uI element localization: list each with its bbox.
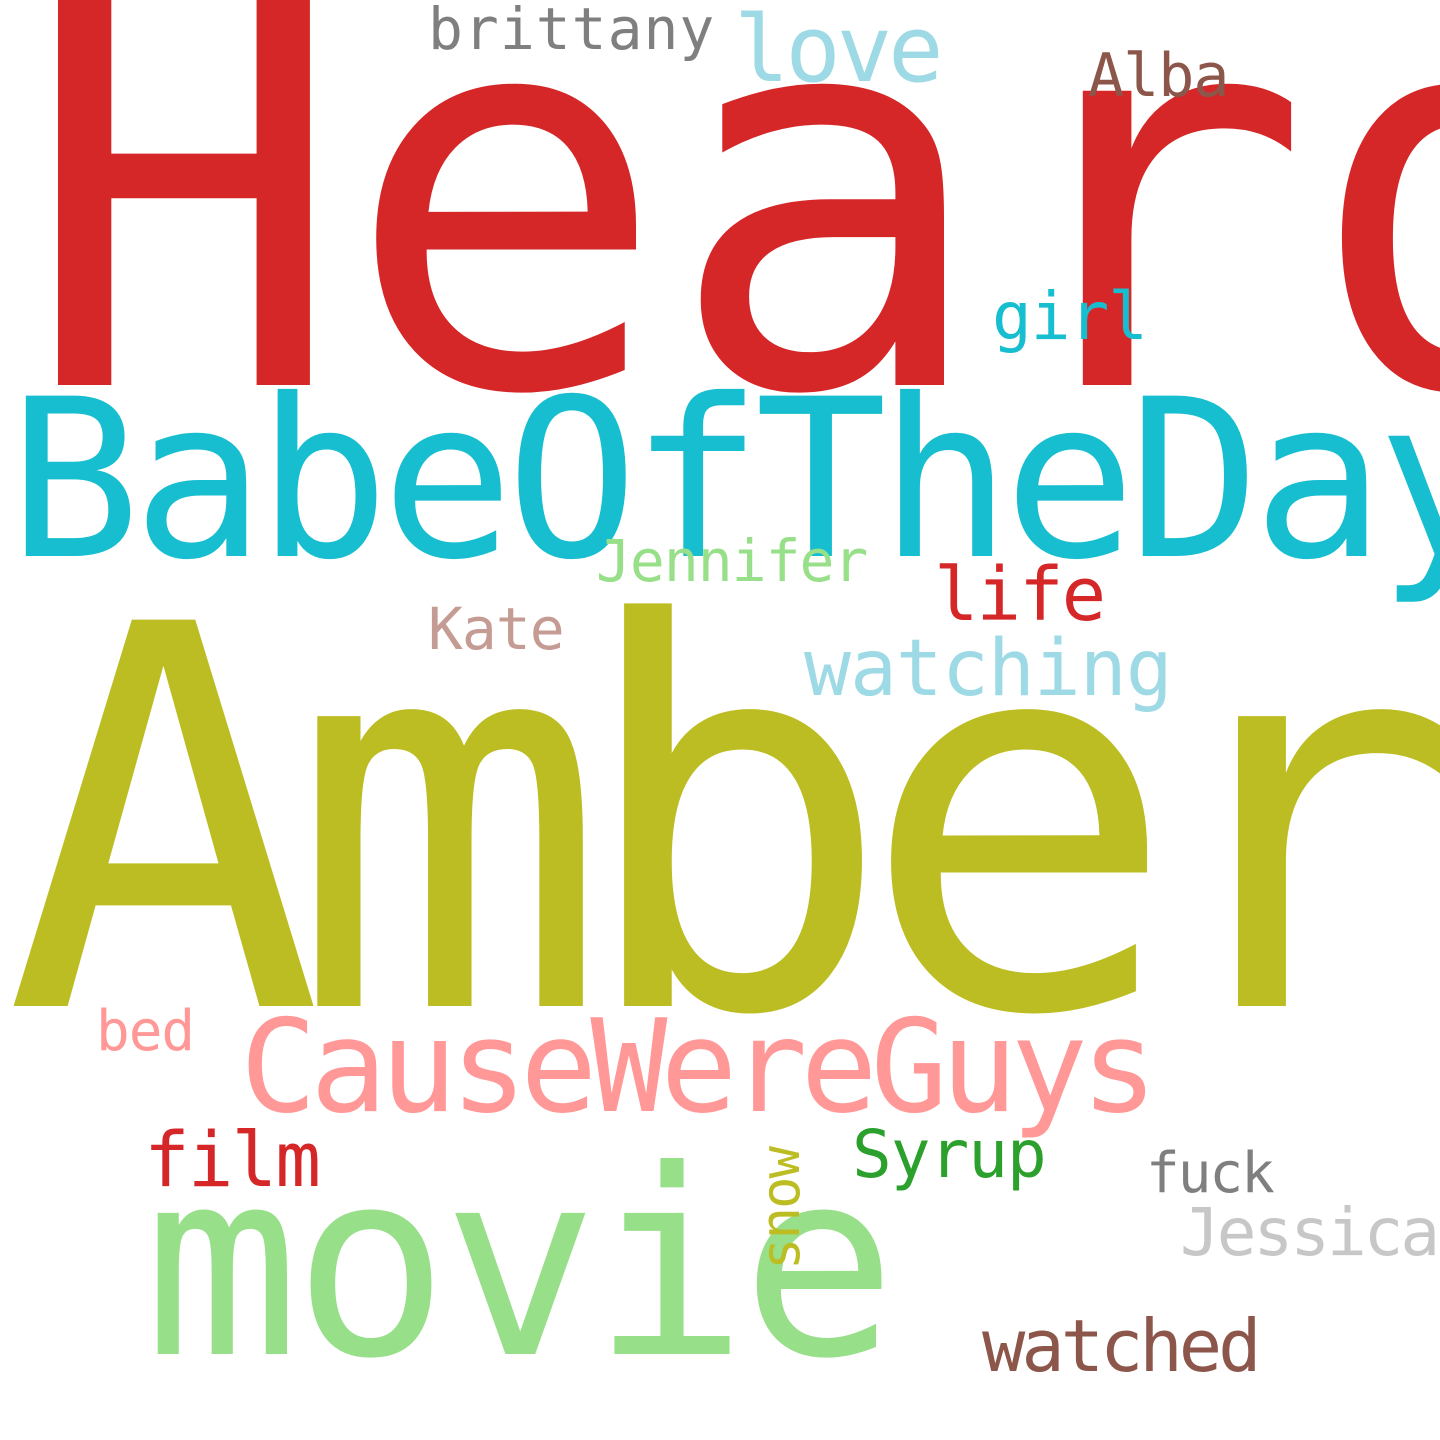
word-bed: bed xyxy=(96,999,195,1064)
word-love: love xyxy=(734,0,944,103)
word-girl: girl xyxy=(992,278,1148,355)
word-watching: watching xyxy=(804,624,1173,714)
word-kate: Kate xyxy=(428,595,565,663)
word-fuck: fuck xyxy=(1146,1141,1275,1206)
word-watched: watched xyxy=(982,1304,1261,1388)
word-amber: Amber xyxy=(4,514,1440,1131)
word-causewereguys: CauseWereGuys xyxy=(240,993,1158,1142)
word-heard: Heard xyxy=(22,0,1440,512)
word-life: life xyxy=(934,552,1106,638)
word-babeoftheday: BabeOfTheDay xyxy=(8,352,1440,608)
word-brittany: brittany xyxy=(428,0,716,63)
word-movie: movie xyxy=(144,1115,897,1415)
word-syrup: Syrup xyxy=(852,1116,1047,1193)
word-jessica: Jessica xyxy=(1180,1194,1440,1271)
word-jennifer: Jennifer xyxy=(596,527,868,595)
word-film: film xyxy=(144,1115,321,1204)
word-alba: Alba xyxy=(1088,41,1229,111)
word-snow: snow xyxy=(749,1147,812,1270)
